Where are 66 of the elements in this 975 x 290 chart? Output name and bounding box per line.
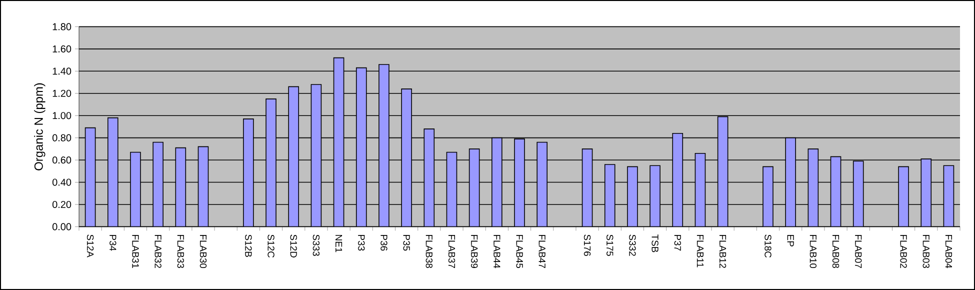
y-tick-label: 1.80 xyxy=(52,23,72,30)
x-tick-label: S332 xyxy=(629,234,636,256)
bar xyxy=(288,86,300,227)
x-tick-label: FLAB30 xyxy=(200,235,207,268)
x-tick-label: S12B xyxy=(245,234,252,257)
x-tick-label: FLAB10 xyxy=(810,235,817,268)
y-tick-label: 0.60 xyxy=(52,156,72,164)
y-axis-title: Organic N (ppm) xyxy=(34,83,46,170)
bar xyxy=(943,165,954,227)
bar xyxy=(84,127,96,227)
bar xyxy=(198,146,209,227)
bar xyxy=(717,116,728,227)
x-tick-label: FLAB44 xyxy=(494,235,500,268)
x-tick-label: FLAB07 xyxy=(855,235,862,268)
bar xyxy=(468,148,480,227)
x-tick-label: FLAB33 xyxy=(177,235,184,268)
x-tick-label: EP xyxy=(787,235,794,246)
x-tick-label: S175 xyxy=(606,234,614,256)
x-tick-label: TSB xyxy=(652,234,658,252)
x-tick-label: FLAB37 xyxy=(448,235,456,268)
x-tick-label: FLAB45 xyxy=(516,235,523,268)
x-tick-label: FLAB39 xyxy=(470,235,478,268)
x-tick-label: FLAB12 xyxy=(720,235,726,268)
bar xyxy=(333,57,344,227)
x-tick-label: FLAB38 xyxy=(426,235,432,268)
x-tick-label: S333 xyxy=(312,234,320,256)
x-tick-label: FLAB11 xyxy=(696,235,704,268)
x-tick-label: P36 xyxy=(380,235,388,251)
bar xyxy=(446,152,458,227)
x-tick-label: S12D xyxy=(290,234,297,258)
bar xyxy=(830,156,842,227)
bar xyxy=(152,142,164,227)
y-tick-label: 1.00 xyxy=(52,112,72,120)
bar xyxy=(356,67,367,227)
y-tick-label: 1.20 xyxy=(52,90,72,97)
bar xyxy=(175,147,186,227)
x-tick-label: S12C xyxy=(268,234,274,258)
x-tick-label: S18C xyxy=(764,234,772,258)
x-tick-label: S176 xyxy=(584,234,591,256)
y-tick-label: 0.40 xyxy=(52,178,72,186)
bar xyxy=(582,148,593,227)
x-tick-label: P33 xyxy=(358,235,365,251)
x-tick-label: P35 xyxy=(403,235,410,251)
x-tick-label: FLAB47 xyxy=(538,235,546,268)
bar xyxy=(378,64,390,227)
x-tick-label: NE1 xyxy=(336,235,342,252)
bar xyxy=(492,137,502,227)
y-tick-label: 1.40 xyxy=(52,68,72,75)
x-tick-label: P37 xyxy=(674,235,681,251)
x-tick-label: FLAB31 xyxy=(132,235,139,268)
y-tick-label: 0.20 xyxy=(52,200,72,208)
x-tick-label: FLAB08 xyxy=(832,235,840,268)
y-tick-label: 0.80 xyxy=(52,134,72,142)
x-tick-label: S12A xyxy=(86,234,94,258)
bar xyxy=(310,84,322,227)
bar xyxy=(107,117,118,227)
bar xyxy=(808,148,819,227)
x-tick-label: FLAB02 xyxy=(900,235,907,268)
x-tick-label: P34 xyxy=(110,235,116,251)
bar xyxy=(694,152,706,227)
y-tick-label: 0.00 xyxy=(52,223,72,230)
x-tick-label: FLAB32 xyxy=(154,235,162,268)
bar xyxy=(785,137,796,227)
x-tick-label: FLAB04 xyxy=(945,235,952,268)
y-tick-label: 1.60 xyxy=(52,45,72,52)
x-tick-label: FLAB03 xyxy=(922,235,930,268)
